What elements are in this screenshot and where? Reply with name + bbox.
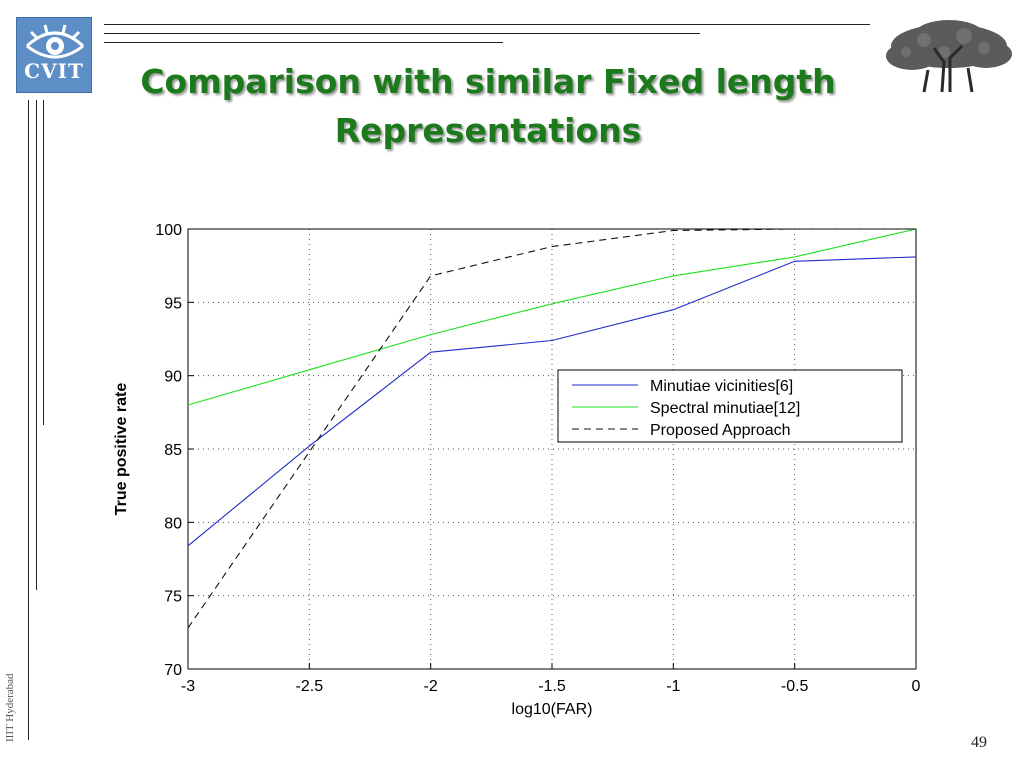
logo-text: CVIT (24, 59, 84, 83)
institution-label: IIIT Hyderabad (4, 673, 16, 742)
chart-ticks: -3 -2.5 -2 -1.5 -1 -0.5 0 70 75 80 85 90 95 100 (155, 222, 920, 695)
y-tick-label: 80 (164, 515, 182, 532)
chart-legend: Minutiae vicinities[6] Spectral minutiae[… (557, 369, 903, 443)
y-tick-label: 75 (164, 589, 182, 606)
y-tick-label: 90 (164, 369, 182, 386)
y-tick-label: 100 (155, 222, 182, 239)
x-tick-label: -2.5 (296, 678, 324, 695)
tree-icon (886, 20, 1012, 93)
slide-title: Comparison with similar Fixed length Rep… (100, 57, 876, 155)
x-tick-label: -0.5 (781, 678, 809, 695)
x-tick-label: -3 (181, 678, 195, 695)
x-tick-label: 0 (912, 678, 921, 695)
legend-label-1: Minutiae vicinities[6] (650, 378, 793, 395)
eye-icon (25, 24, 85, 59)
roc-chart: -3 -2.5 -2 -1.5 -1 -0.5 0 70 75 80 85 90 95 100 Minut… (113, 222, 921, 718)
x-tick-label: -2 (424, 678, 438, 695)
legend-box (557, 369, 903, 443)
chart-grid (187, 228, 917, 670)
title-line-1: Comparison with similar Fixed length (140, 62, 836, 101)
series-line-2 (187, 228, 917, 406)
x-axis-label: log10(FAR) (512, 701, 593, 718)
page-number: 49 (971, 734, 987, 751)
y-tick-label: 70 (164, 662, 182, 679)
cvit-logo: CVIT (16, 17, 92, 93)
y-tick-label: 85 (164, 442, 182, 459)
series-line-3 (187, 228, 916, 629)
x-tick-label: -1 (666, 678, 680, 695)
series-line-1 (187, 256, 917, 547)
x-tick-label: -1.5 (538, 678, 566, 695)
legend-label-2: Spectral minutiae[12] (650, 400, 800, 417)
title-line-2: Representations (334, 111, 642, 150)
chart-series (187, 228, 917, 629)
y-tick-label: 95 (164, 295, 182, 312)
y-axis-label: True positive rate (113, 383, 130, 516)
legend-label-3: Proposed Approach (650, 422, 791, 439)
